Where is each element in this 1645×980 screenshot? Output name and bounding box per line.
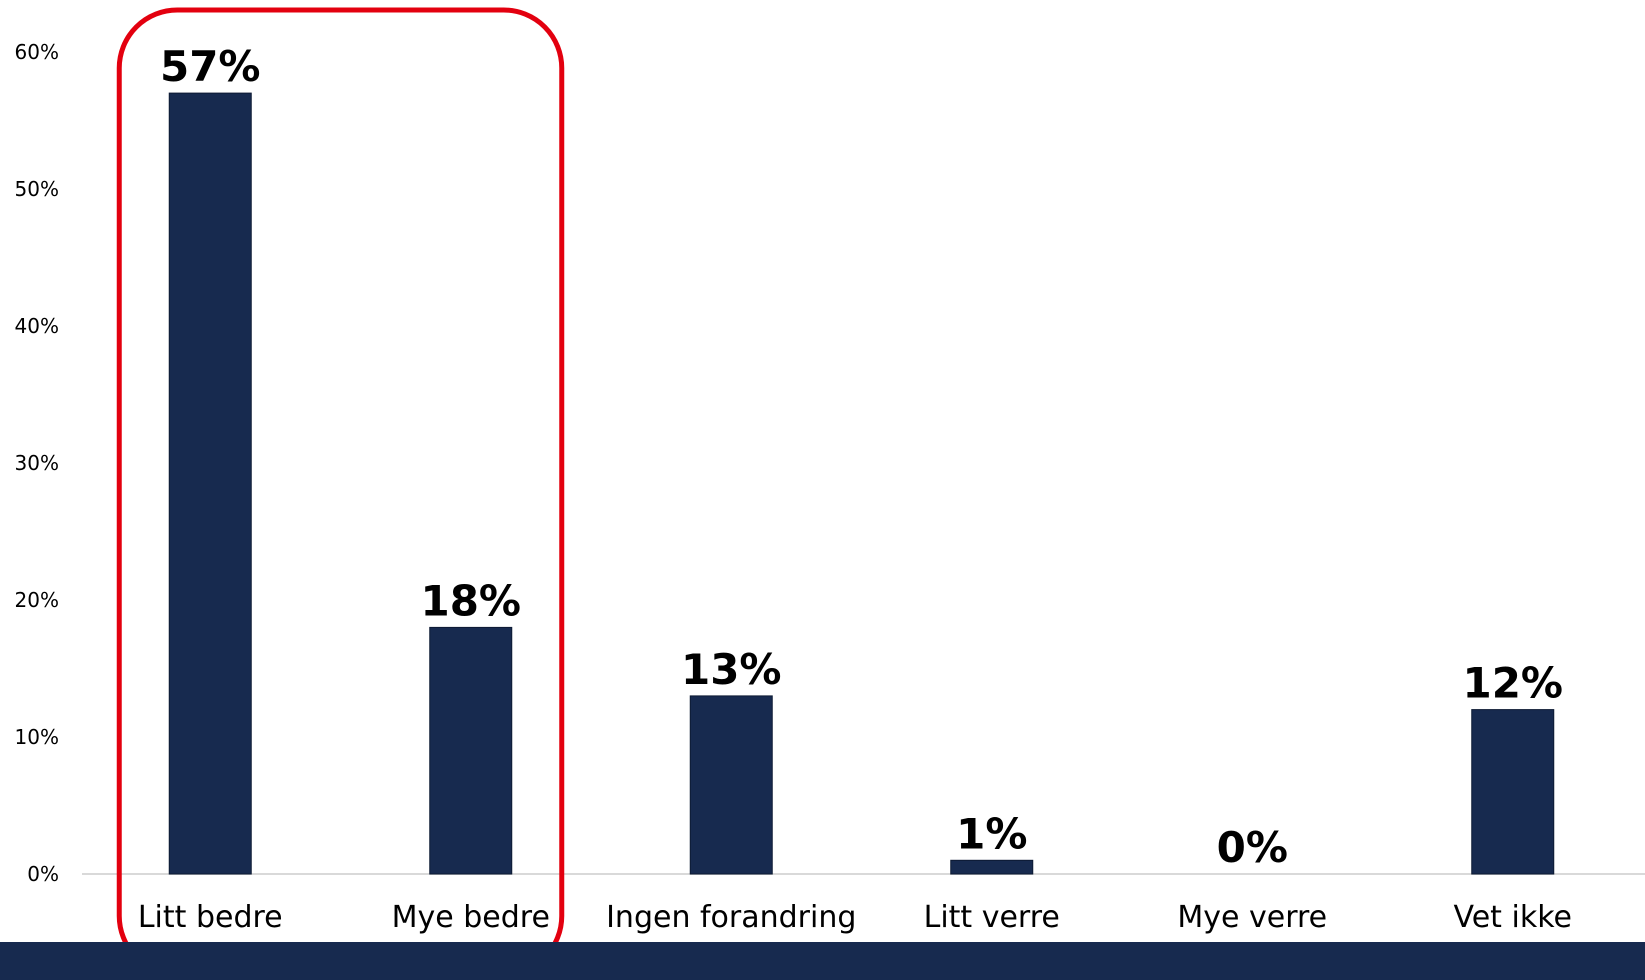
y-axis-ticks: 0% 10% 20% 30% 40% 50% 60% <box>15 40 59 886</box>
data-label: 57% <box>160 42 261 91</box>
category-label: Litt verre <box>924 900 1060 935</box>
y-tick-label: 50% <box>15 177 59 201</box>
data-label: 12% <box>1462 659 1563 708</box>
y-tick-label: 20% <box>15 588 59 612</box>
data-label: 0% <box>1217 823 1288 872</box>
data-label: 13% <box>681 645 782 694</box>
data-labels: 57% 18% 13% 1% 0% 12% <box>160 42 1563 872</box>
bar <box>689 695 773 875</box>
bar <box>168 92 252 875</box>
bar-chart: 0% 10% 20% 30% 40% 50% 60% 57% 18% 13% 1% 0% 12% Li… <box>15 7 1645 942</box>
category-label: Litt bedre <box>138 900 283 935</box>
category-label: Mye bedre <box>392 900 550 935</box>
bar <box>1471 709 1555 875</box>
highlight-box <box>116 7 565 942</box>
bars <box>168 92 1555 875</box>
y-tick-label: 30% <box>15 451 59 475</box>
y-tick-label: 60% <box>15 40 59 64</box>
category-label: Mye verre <box>1177 900 1327 935</box>
bar <box>429 626 513 875</box>
y-tick-label: 40% <box>15 314 59 338</box>
data-label: 1% <box>956 809 1027 858</box>
category-label: Ingen forandring <box>606 900 856 935</box>
category-label: Vet ikke <box>1454 900 1572 935</box>
footer-band <box>0 942 1645 980</box>
data-label: 18% <box>420 576 521 625</box>
y-tick-label: 0% <box>27 862 59 886</box>
bar <box>950 859 1034 875</box>
y-tick-label: 10% <box>15 725 59 749</box>
category-labels: Litt bedre Mye bedre Ingen forandring Litt … <box>138 900 1572 935</box>
